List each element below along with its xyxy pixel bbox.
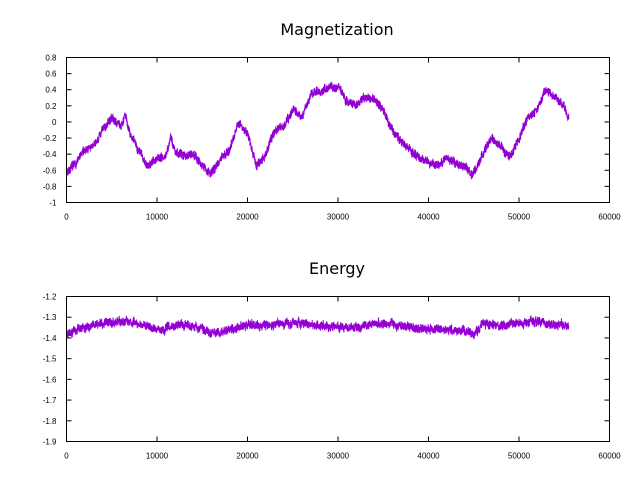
x-tick-label: 20000: [236, 452, 259, 461]
tick-group: 0 10000 20000 30000 40000 50000 60000 -1.9 -1.8 -…: [43, 293, 621, 461]
chart-title: Energy: [309, 259, 365, 278]
x-tick-label: 30000: [327, 452, 350, 461]
tick-group: 0 10000 20000 30000 40000 50000 60000 -1 -0.8 -0.…: [43, 54, 621, 222]
energy-series-line: [66, 315, 570, 340]
y-tick-label: 0: [52, 118, 57, 127]
y-tick-label: -1.2: [43, 293, 57, 302]
y-tick-label: -0.8: [43, 182, 57, 191]
x-tick-label: 40000: [417, 213, 440, 222]
x-tick-label: 0: [64, 452, 69, 461]
magnetization-series-line: [66, 81, 570, 180]
y-tick-label: -1: [49, 199, 57, 208]
x-tick-label: 60000: [598, 452, 621, 461]
x-tick-label: 10000: [146, 452, 169, 461]
plot-frame: [66, 57, 610, 203]
x-tick-label: 30000: [327, 213, 350, 222]
y-tick-label: -1.4: [43, 334, 57, 343]
y-tick-label: -0.4: [43, 150, 57, 159]
y-tick-label: -1.5: [43, 355, 57, 364]
x-tick-label: 50000: [508, 213, 531, 222]
y-tick-label: -1.9: [43, 438, 57, 447]
plot-frame: [66, 296, 610, 442]
y-tick-label: -1.7: [43, 396, 57, 405]
y-tick-label: 0.8: [45, 54, 57, 63]
y-tick-label: 0.4: [45, 86, 57, 95]
y-tick-label: -1.3: [43, 313, 57, 322]
y-tick-label: -0.2: [43, 134, 57, 143]
energy-chart: Energy 0 10000 20000 30000 40000 50000 60000 -1…: [43, 259, 621, 461]
x-tick-label: 20000: [236, 213, 259, 222]
y-tick-label: -1.6: [43, 375, 57, 384]
x-tick-label: 10000: [146, 213, 169, 222]
y-tick-label: 0.2: [45, 102, 57, 111]
chart-title: Magnetization: [280, 20, 393, 39]
y-tick-label: -0.6: [43, 166, 57, 175]
x-tick-label: 60000: [598, 213, 621, 222]
magnetization-chart: Magnetization 0 10000 20000 30000 40000 50000…: [43, 20, 621, 222]
x-tick-label: 40000: [417, 452, 440, 461]
y-tick-label: 0.6: [45, 70, 57, 79]
x-tick-label: 0: [64, 213, 69, 222]
x-tick-label: 50000: [508, 452, 531, 461]
y-tick-label: -1.8: [43, 417, 57, 426]
